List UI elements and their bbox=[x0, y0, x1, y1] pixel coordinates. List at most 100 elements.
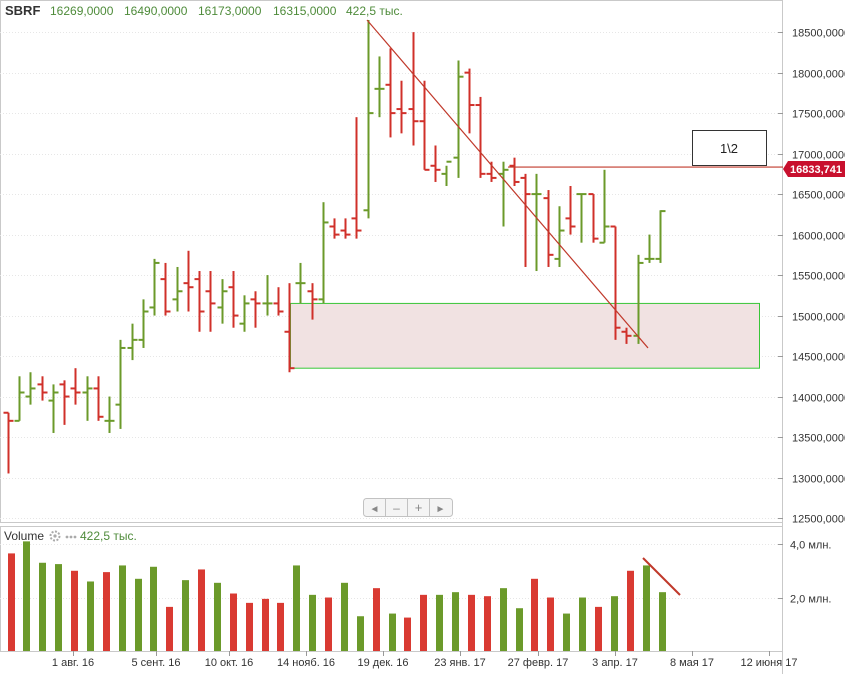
ohlc-bar bbox=[588, 193, 599, 243]
gear-icon[interactable] bbox=[49, 530, 61, 542]
ohlc-bar bbox=[183, 250, 194, 312]
volume-bar bbox=[627, 570, 634, 651]
zoom-in-button[interactable]: + bbox=[415, 500, 423, 515]
volume-bar bbox=[214, 582, 221, 651]
volume-tick-label: 2,0 млн. bbox=[790, 594, 831, 606]
scroll-left-button[interactable]: ◄ bbox=[370, 504, 380, 515]
volume-bar bbox=[135, 578, 142, 651]
volume-bar bbox=[55, 564, 62, 651]
ohlc-bar bbox=[228, 271, 239, 328]
price-tick-label: 16000,0000 bbox=[792, 231, 845, 243]
time-tick-label: 10 окт. 16 bbox=[205, 657, 254, 669]
annotation-label: 1\2 bbox=[720, 141, 738, 156]
ohlc-bar bbox=[430, 145, 441, 182]
volume-bar bbox=[659, 592, 666, 651]
volume-bar bbox=[166, 606, 173, 651]
ohlc-bar bbox=[408, 32, 419, 146]
ohlc-bar bbox=[385, 48, 396, 138]
price-tick-label: 18500,0000 bbox=[792, 28, 845, 40]
ohlc-bar bbox=[25, 372, 36, 405]
ohlc-bar bbox=[655, 210, 666, 263]
price-tick-label: 17500,0000 bbox=[792, 109, 845, 121]
price-tick-label: 18000,0000 bbox=[792, 69, 845, 81]
volume-bar bbox=[420, 594, 427, 651]
volume-value: 422,5 тыс. bbox=[346, 4, 403, 18]
volume-bar bbox=[579, 597, 586, 651]
volume-bar bbox=[8, 553, 15, 651]
support-zone-rect[interactable] bbox=[290, 302, 760, 369]
volume-bar bbox=[516, 608, 523, 651]
volume-bar bbox=[150, 566, 157, 651]
volume-bar bbox=[309, 594, 316, 651]
ohlc-bar bbox=[453, 60, 464, 178]
ohlc-bar bbox=[127, 323, 138, 361]
ohlc-bar bbox=[475, 96, 486, 178]
time-axis: 1 авг. 16 5 сент. 16 10 окт. 16 14 нояб. 16… bbox=[52, 651, 798, 669]
volume-bar bbox=[389, 613, 396, 651]
time-tick-label: 27 февр. 17 bbox=[508, 657, 569, 669]
close-value: 16315,0000 bbox=[273, 4, 337, 18]
volume-bar bbox=[484, 596, 491, 651]
ohlc-bar bbox=[205, 271, 216, 332]
time-tick-label: 19 дек. 16 bbox=[358, 657, 409, 669]
volume-bar bbox=[182, 580, 189, 651]
time-tick-label: 5 сент. 16 bbox=[131, 657, 180, 669]
time-tick-label: 12 июня 17 bbox=[740, 657, 797, 669]
volume-bar bbox=[87, 581, 94, 651]
volume-axis: 2,0 млн. 4,0 млн. bbox=[778, 540, 831, 606]
annotation-box[interactable]: 1\2 bbox=[692, 130, 767, 166]
ohlc-bar bbox=[295, 262, 306, 304]
volume-bar bbox=[436, 594, 443, 651]
volume-bar bbox=[277, 602, 284, 651]
price-tick-label: 15000,0000 bbox=[792, 312, 845, 324]
support-zone[interactable] bbox=[290, 302, 760, 369]
settings-dots-icon[interactable] bbox=[65, 535, 77, 539]
open-value: 16269,0000 bbox=[50, 4, 114, 18]
ohlc-bar bbox=[194, 271, 205, 332]
ohlc-bar bbox=[82, 376, 93, 421]
ohlc-bar bbox=[329, 218, 340, 239]
ohlc-series bbox=[3, 20, 666, 474]
volume-bar bbox=[531, 578, 538, 651]
volume-grid bbox=[0, 544, 782, 599]
zoom-controls[interactable]: ◄ – + ► bbox=[363, 498, 453, 517]
ohlc-bar bbox=[239, 295, 250, 332]
ohlc-bar bbox=[262, 275, 273, 316]
ohlc-bar bbox=[520, 173, 531, 267]
ohlc-bar bbox=[419, 80, 430, 171]
volume-bar bbox=[71, 570, 78, 651]
scroll-right-button[interactable]: ► bbox=[436, 504, 446, 515]
ohlc-bar bbox=[576, 193, 587, 243]
time-tick-label: 3 апр. 17 bbox=[592, 657, 638, 669]
volume-trendline[interactable] bbox=[642, 557, 681, 596]
ohlc-bar bbox=[565, 186, 576, 235]
ohlc-bar bbox=[464, 68, 475, 134]
zoom-out-button[interactable]: – bbox=[393, 501, 400, 515]
volume-bar bbox=[103, 572, 110, 651]
trendline[interactable] bbox=[366, 19, 783, 349]
volume-bar bbox=[611, 596, 618, 651]
price-tick-label: 15500,0000 bbox=[792, 271, 845, 283]
trendline-down[interactable] bbox=[366, 19, 649, 349]
ohlc-bar bbox=[14, 376, 25, 422]
time-tick-label: 8 мая 17 bbox=[670, 657, 714, 669]
ohlc-bar bbox=[48, 384, 59, 433]
ohlc-bar bbox=[396, 80, 407, 134]
price-tick-label: 17000,0000 bbox=[792, 150, 845, 162]
volume-bar bbox=[500, 588, 507, 651]
volume-bar bbox=[547, 597, 554, 651]
symbol-label: SBRF bbox=[5, 3, 40, 18]
volume-bar bbox=[198, 569, 205, 651]
ohlc-bar bbox=[363, 20, 374, 219]
ohlc-bar bbox=[610, 225, 621, 340]
low-value: 16173,0000 bbox=[198, 4, 262, 18]
volume-bar bbox=[119, 565, 126, 651]
price-tick-label: 16500,0000 bbox=[792, 190, 845, 202]
volume-bar bbox=[262, 598, 269, 651]
ohlc-bar bbox=[172, 266, 183, 312]
ohlc-bar bbox=[149, 258, 160, 316]
volume-bar bbox=[357, 616, 364, 651]
ohlc-bar bbox=[160, 262, 171, 316]
ohlc-bar bbox=[307, 283, 318, 320]
